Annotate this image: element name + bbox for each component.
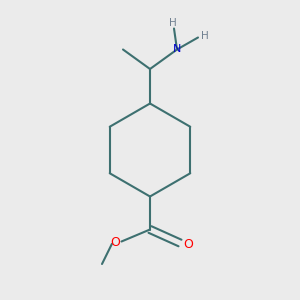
Text: H: H (169, 18, 176, 28)
Text: N: N (173, 44, 181, 55)
Text: O: O (184, 238, 193, 251)
Text: H: H (201, 31, 208, 41)
Text: O: O (110, 236, 120, 249)
